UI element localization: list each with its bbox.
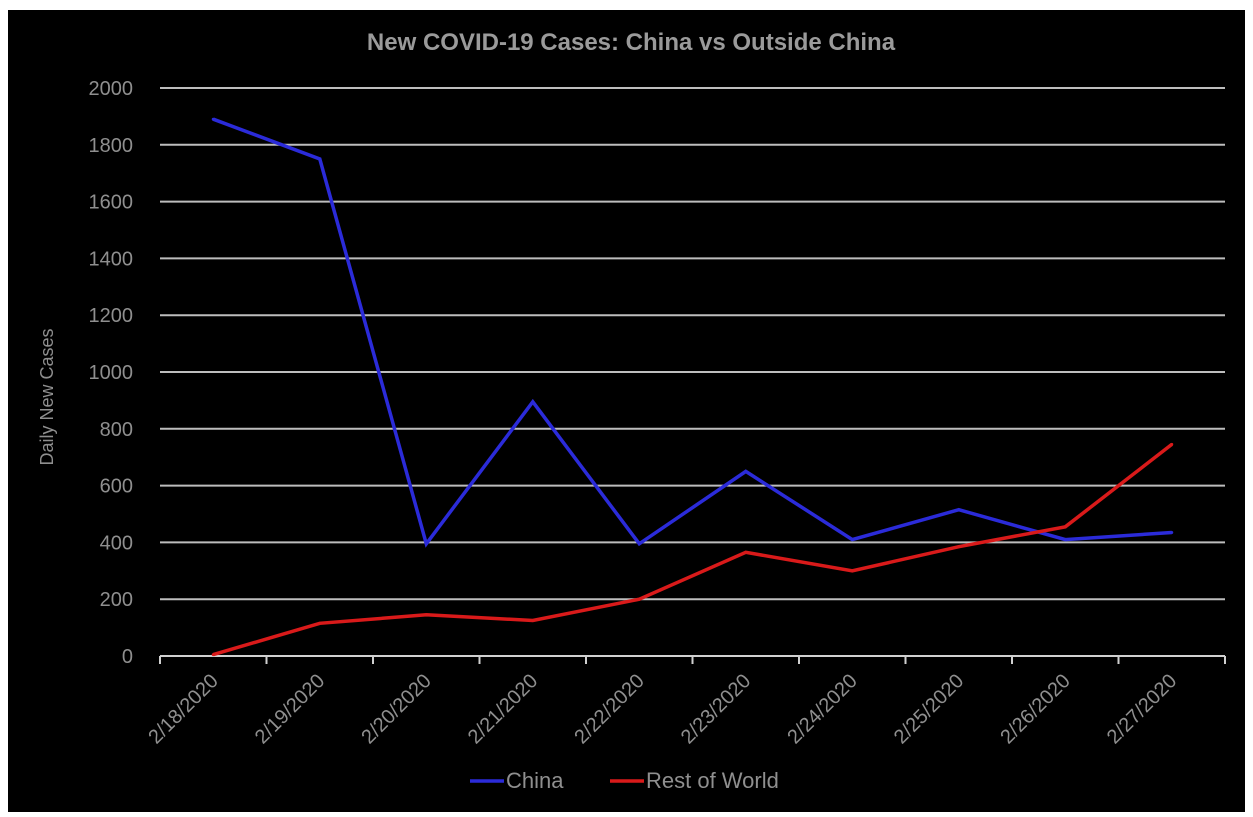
x-tick-label: 2/20/2020 [357,670,435,748]
data-point [1063,525,1067,529]
y-tick-label: 1400 [89,248,134,270]
y-tick-label: 0 [122,646,133,668]
x-tick-label: 2/21/2020 [464,670,542,748]
x-tick-label: 2/22/2020 [570,670,648,748]
y-tick-label: 800 [100,419,133,441]
series-line-china [212,117,1172,548]
y-tick-label: 400 [100,532,133,554]
legend-label: China [506,768,564,793]
y-tick-label: 600 [100,476,133,498]
x-tick-label: 2/26/2020 [996,670,1074,748]
data-point [1170,442,1174,446]
data-point [744,469,748,473]
data-point [424,542,428,546]
y-tick-label: 1000 [89,362,134,384]
chart-title: New COVID-19 Cases: China vs Outside Chi… [367,29,896,56]
data-point [318,621,322,625]
data-point [850,538,854,542]
axis-layer: 0 200 400 600 800 1000 1200 1400 1600 1800 2000 2/1… [89,78,1226,748]
y-tick-label: 200 [100,589,133,611]
series-line-rest-of-world [212,443,1173,657]
x-tick-label: 2/19/2020 [251,670,329,748]
chart-frame: New COVID-19 Cases: China vs Outside Chi… [8,10,1245,812]
y-tick-label: 1800 [89,135,134,157]
legend: China Rest of World [470,768,779,793]
y-tick-label: 1200 [89,305,134,327]
data-point [744,550,748,554]
series-layer [211,117,1174,657]
x-tick-label: 2/18/2020 [144,670,222,748]
data-point [318,157,322,161]
x-tick-label: 2/27/2020 [1103,670,1181,748]
data-point [1170,530,1174,534]
x-tick-label: 2/25/2020 [890,670,968,748]
data-point [637,597,641,601]
grid-layer [160,87,1225,601]
y-axis-label: Daily New Cases [37,328,57,465]
x-tick-label: 2/24/2020 [783,670,861,748]
data-point [211,117,215,121]
data-point [531,619,535,622]
data-point [850,569,854,573]
data-point [1063,538,1067,542]
data-point [957,508,961,512]
legend-label: Rest of World [646,768,779,793]
y-tick-label: 2000 [89,78,134,100]
line-chart: New COVID-19 Cases: China vs Outside Chi… [37,29,1226,793]
data-point [211,653,215,657]
data-point [531,400,535,404]
data-point [957,545,961,549]
data-point [637,542,641,546]
y-tick-label: 1600 [89,192,134,214]
data-point [424,613,428,617]
x-tick-label: 2/23/2020 [677,670,755,748]
